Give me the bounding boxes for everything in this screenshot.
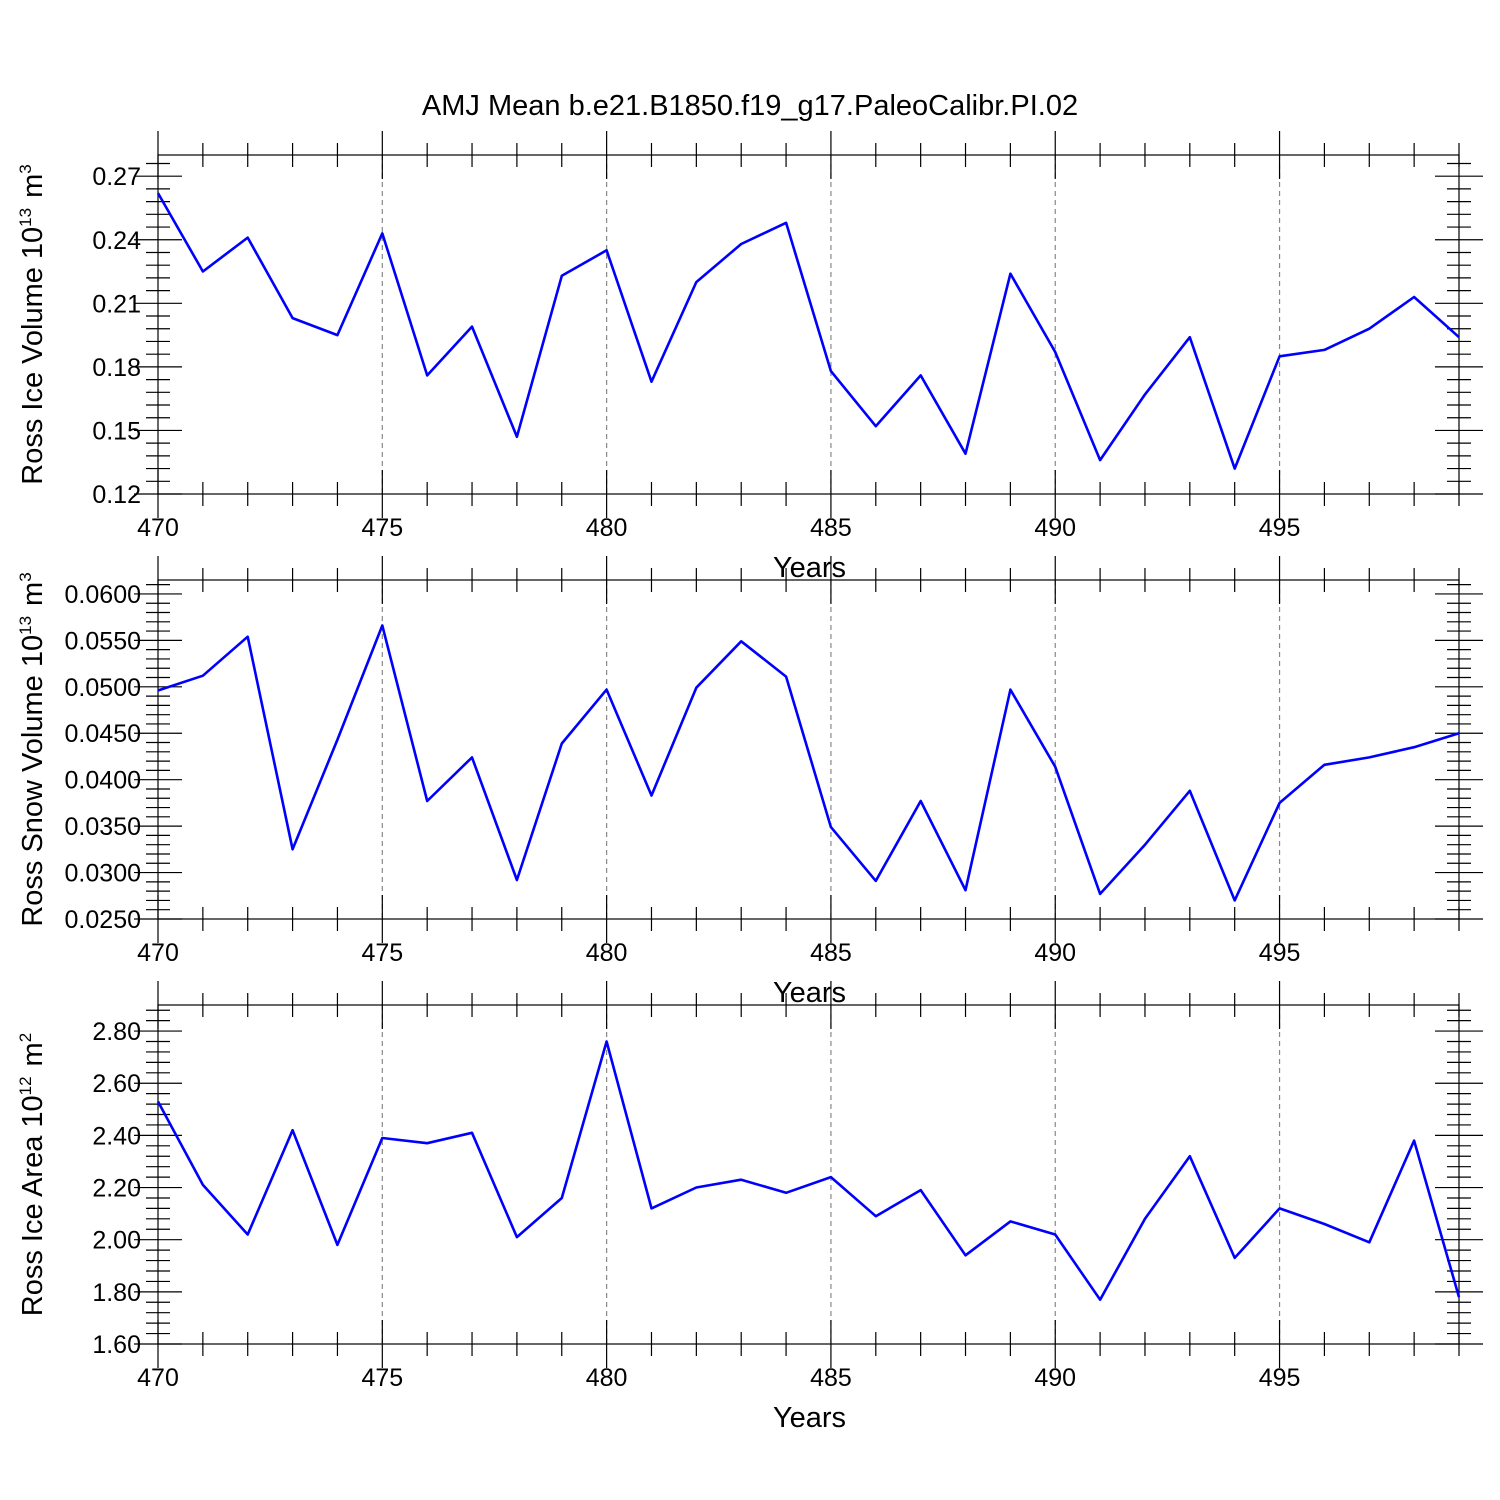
y-axis-title-exponent: 12 <box>16 1076 35 1095</box>
series-line <box>156 192 1460 470</box>
y-tick-label: 2.60 <box>92 1070 141 1098</box>
y-tick-label: 0.12 <box>92 481 141 509</box>
y-tick-label: 0.0400 <box>65 767 141 795</box>
y-axis-title-text: Ross Ice Volume 10 <box>17 227 49 485</box>
chart-panel-1: 470 475 480 485 490 495 Years 0.12 0.15 0.18 0.21 0… <box>16 131 1483 584</box>
x-tick-label: 470 <box>137 1364 179 1392</box>
series-line <box>156 1040 1461 1301</box>
x-axis-title: Years <box>773 1402 846 1434</box>
x-tick-label: 480 <box>586 1364 628 1392</box>
y-axis-title: Ross Ice Area 1012 m2 <box>16 1033 49 1316</box>
x-tick-label: 490 <box>1034 514 1076 542</box>
x-tick-label: 485 <box>810 939 852 967</box>
chart-title: AMJ Mean b.e21.B1850.f19_g17.PaleoCalibr… <box>422 90 1078 122</box>
y-axis-title-unit-exponent: 3 <box>16 572 35 581</box>
y-tick-label: 0.27 <box>92 163 141 191</box>
y-tick-label: 0.0300 <box>65 860 141 888</box>
x-tick-label: 495 <box>1259 939 1301 967</box>
y-tick-label: 1.60 <box>92 1331 141 1359</box>
x-tick-label: 485 <box>810 1364 852 1392</box>
y-tick-label: 0.0600 <box>65 581 141 609</box>
y-tick-label: 2.40 <box>92 1122 141 1150</box>
x-axis-title: Years <box>773 977 846 1009</box>
x-tick-label: 475 <box>361 939 403 967</box>
y-tick-label: 0.15 <box>92 417 141 445</box>
y-tick-label: 2.80 <box>92 1018 141 1046</box>
y-tick-label: 1.80 <box>92 1279 141 1307</box>
series-line <box>157 624 1460 902</box>
x-tick-label: 475 <box>361 1364 403 1392</box>
x-tick-label: 475 <box>361 514 403 542</box>
y-axis-title-text: Ross Snow Volume 10 <box>17 635 49 927</box>
x-tick-label: 470 <box>137 514 179 542</box>
plot-frame <box>157 1004 1460 1345</box>
plot-frame <box>157 154 1460 495</box>
x-axis-title: Years <box>773 552 846 584</box>
y-tick-label: 0.21 <box>92 290 141 318</box>
y-tick-label: 0.0450 <box>65 720 141 748</box>
y-axis-title-unit: m <box>17 582 49 606</box>
chart-panel-2: 470 475 480 485 490 495 Years 0.0250 0.0300 0.035… <box>16 556 1483 1009</box>
y-axis-title: Ross Ice Volume 1013 m3 <box>16 164 49 484</box>
y-axis-title-exponent: 13 <box>16 616 35 635</box>
y-tick-label: 2.20 <box>92 1175 141 1203</box>
y-axis-title-unit: m <box>17 174 49 198</box>
x-tick-label: 485 <box>810 514 852 542</box>
x-tick-label: 495 <box>1259 1364 1301 1392</box>
y-tick-label: 0.24 <box>92 227 141 255</box>
y-tick-label: 0.0500 <box>65 674 141 702</box>
x-tick-label: 480 <box>586 514 628 542</box>
chart-panel-3: 470 475 480 485 490 495 Years 1.60 1.80 2.00 2.20 2… <box>16 981 1483 1434</box>
x-tick-label: 495 <box>1259 514 1301 542</box>
x-tick-label: 490 <box>1034 939 1076 967</box>
x-tick-label: 470 <box>137 939 179 967</box>
y-axis-title-unit-exponent: 3 <box>16 164 35 173</box>
y-tick-label: 0.0350 <box>65 813 141 841</box>
y-tick-label: 2.00 <box>92 1227 141 1255</box>
y-tick-label: 0.0250 <box>65 906 141 934</box>
y-axis-title-unit-exponent: 2 <box>16 1033 35 1042</box>
y-axis-title-text: Ross Ice Area 10 <box>17 1095 49 1316</box>
chart-panels: 470 475 480 485 490 495 Years 0.12 0.15 0.18 0.21 0… <box>16 131 1483 1434</box>
x-tick-label: 480 <box>586 939 628 967</box>
y-axis-title-unit: m <box>17 1042 49 1066</box>
y-tick-label: 0.0550 <box>65 627 141 655</box>
x-tick-label: 490 <box>1034 1364 1076 1392</box>
y-axis-title: Ross Snow Volume 1013 m3 <box>16 572 49 926</box>
plot-frame <box>157 579 1460 920</box>
y-tick-label: 0.18 <box>92 354 141 382</box>
y-axis-title-exponent: 13 <box>16 208 35 227</box>
